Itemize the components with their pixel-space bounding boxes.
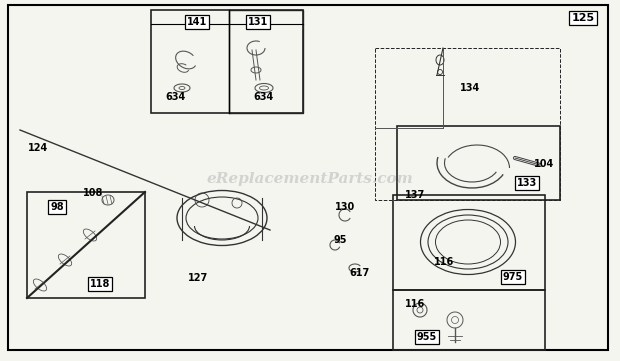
Text: eReplacementParts.com: eReplacementParts.com bbox=[206, 172, 414, 186]
Text: 131: 131 bbox=[248, 17, 268, 27]
Text: 95: 95 bbox=[334, 235, 347, 245]
Text: 118: 118 bbox=[90, 279, 110, 289]
Text: 617: 617 bbox=[350, 268, 370, 278]
Text: 108: 108 bbox=[83, 188, 103, 198]
Text: 116: 116 bbox=[434, 257, 454, 267]
Text: 137: 137 bbox=[405, 190, 425, 200]
Text: 104: 104 bbox=[534, 159, 554, 169]
Text: 634: 634 bbox=[165, 92, 185, 102]
Bar bbox=[151, 10, 303, 113]
Text: 133: 133 bbox=[517, 178, 537, 188]
Text: 124: 124 bbox=[28, 143, 48, 153]
Text: 141: 141 bbox=[187, 17, 207, 27]
Bar bbox=[229, 10, 303, 113]
Text: 125: 125 bbox=[572, 13, 595, 23]
Text: 130: 130 bbox=[335, 202, 355, 212]
Bar bbox=[375, 48, 560, 200]
Bar bbox=[27, 192, 145, 298]
Text: 134: 134 bbox=[460, 83, 480, 93]
Text: 975: 975 bbox=[503, 272, 523, 282]
Text: 116: 116 bbox=[405, 299, 425, 309]
Bar bbox=[393, 195, 545, 290]
Bar bbox=[393, 290, 545, 350]
Text: 127: 127 bbox=[188, 273, 208, 283]
Text: 955: 955 bbox=[417, 332, 437, 342]
Text: 98: 98 bbox=[50, 202, 64, 212]
Bar bbox=[397, 126, 560, 200]
Text: 634: 634 bbox=[254, 92, 274, 102]
